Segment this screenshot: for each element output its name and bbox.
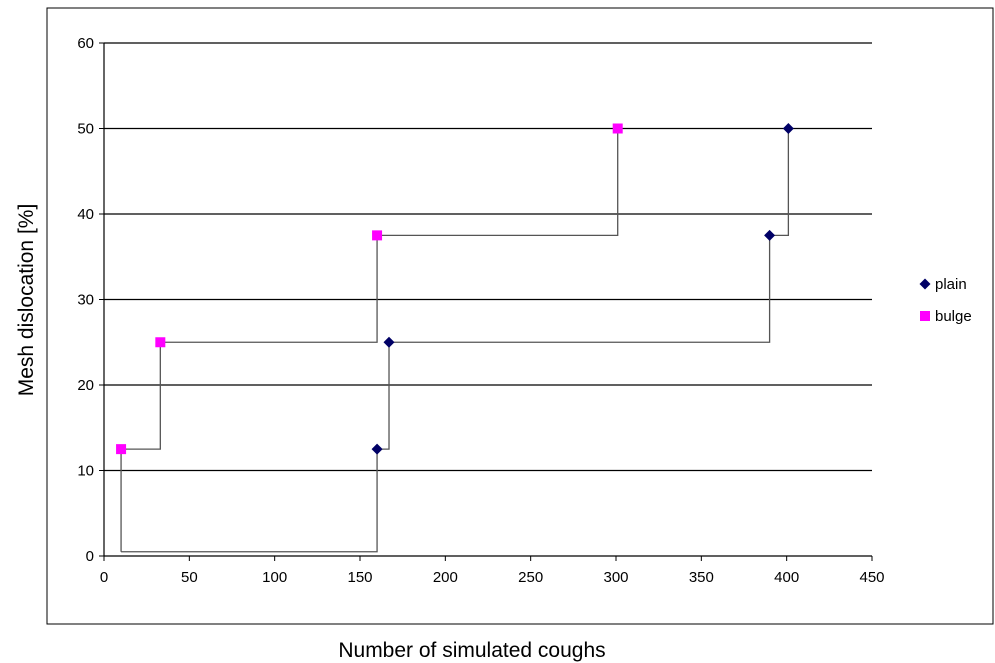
- point-bulge-1: [155, 337, 166, 348]
- y-tick-label-50: 50: [77, 121, 94, 138]
- gridlines: [104, 42, 872, 472]
- x-tick-label-350: 350: [689, 569, 714, 586]
- legend-marker-plain: [919, 278, 931, 290]
- x-tick-label-250: 250: [518, 569, 543, 586]
- y-tick-label-40: 40: [77, 206, 94, 223]
- point-plain-0: [371, 443, 383, 455]
- y-tick-label-0: 0: [86, 548, 94, 565]
- data-markers: [116, 123, 794, 455]
- y-axis-ticks: 0 10 20 30 40 50 60: [77, 35, 104, 565]
- x-axis-ticks: 0 50 100 150 200 250 300 350 400 450: [100, 556, 885, 586]
- y-axis-title: Mesh dislocation [%]: [15, 204, 38, 397]
- y-tick-label-10: 10: [77, 463, 94, 480]
- point-bulge-3: [612, 123, 623, 134]
- legend: plain bulge: [919, 276, 972, 325]
- x-tick-label-50: 50: [181, 569, 198, 586]
- x-tick-label-300: 300: [603, 569, 628, 586]
- point-plain-2: [764, 229, 776, 241]
- x-tick-label-0: 0: [100, 569, 108, 586]
- point-bulge-0: [116, 444, 127, 455]
- y-tick-label-30: 30: [77, 292, 94, 309]
- x-tick-label-450: 450: [859, 569, 884, 586]
- x-tick-label-150: 150: [347, 569, 372, 586]
- x-tick-label-100: 100: [262, 569, 287, 586]
- chart-area-border: [46, 7, 994, 625]
- point-plain-3: [782, 123, 794, 134]
- point-bulge-2: [372, 230, 383, 241]
- legend-label-bulge: bulge: [935, 308, 972, 325]
- y-tick-label-20: 20: [77, 377, 94, 394]
- step-line-bulge: [120, 128, 619, 552]
- x-axis-title: Number of simulated coughs: [338, 639, 605, 662]
- x-tick-label-400: 400: [774, 569, 799, 586]
- y-tick-label-60: 60: [77, 35, 94, 52]
- legend-label-plain: plain: [935, 276, 967, 293]
- x-tick-label-200: 200: [433, 569, 458, 586]
- legend-marker-bulge: [920, 311, 930, 321]
- point-plain-1: [383, 336, 395, 348]
